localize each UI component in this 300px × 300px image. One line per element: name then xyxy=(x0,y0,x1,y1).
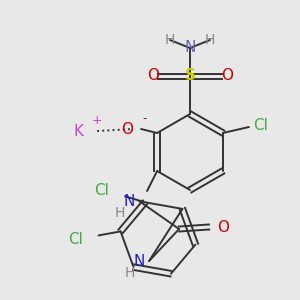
Text: S: S xyxy=(184,68,196,83)
Text: H: H xyxy=(115,206,125,220)
Text: O: O xyxy=(217,220,229,235)
Text: H: H xyxy=(165,33,175,47)
Text: -: - xyxy=(143,112,147,125)
Text: N: N xyxy=(134,254,145,268)
Text: N: N xyxy=(124,194,135,208)
Text: O: O xyxy=(147,68,159,83)
Text: K: K xyxy=(73,124,83,139)
Text: H: H xyxy=(205,33,215,47)
Text: +: + xyxy=(92,115,102,128)
Text: Cl: Cl xyxy=(94,183,109,198)
Text: Cl: Cl xyxy=(68,232,82,247)
Text: O: O xyxy=(221,68,233,83)
Text: O: O xyxy=(121,122,133,136)
Text: Cl: Cl xyxy=(254,118,268,133)
Text: N: N xyxy=(184,40,196,56)
Text: H: H xyxy=(125,266,135,280)
